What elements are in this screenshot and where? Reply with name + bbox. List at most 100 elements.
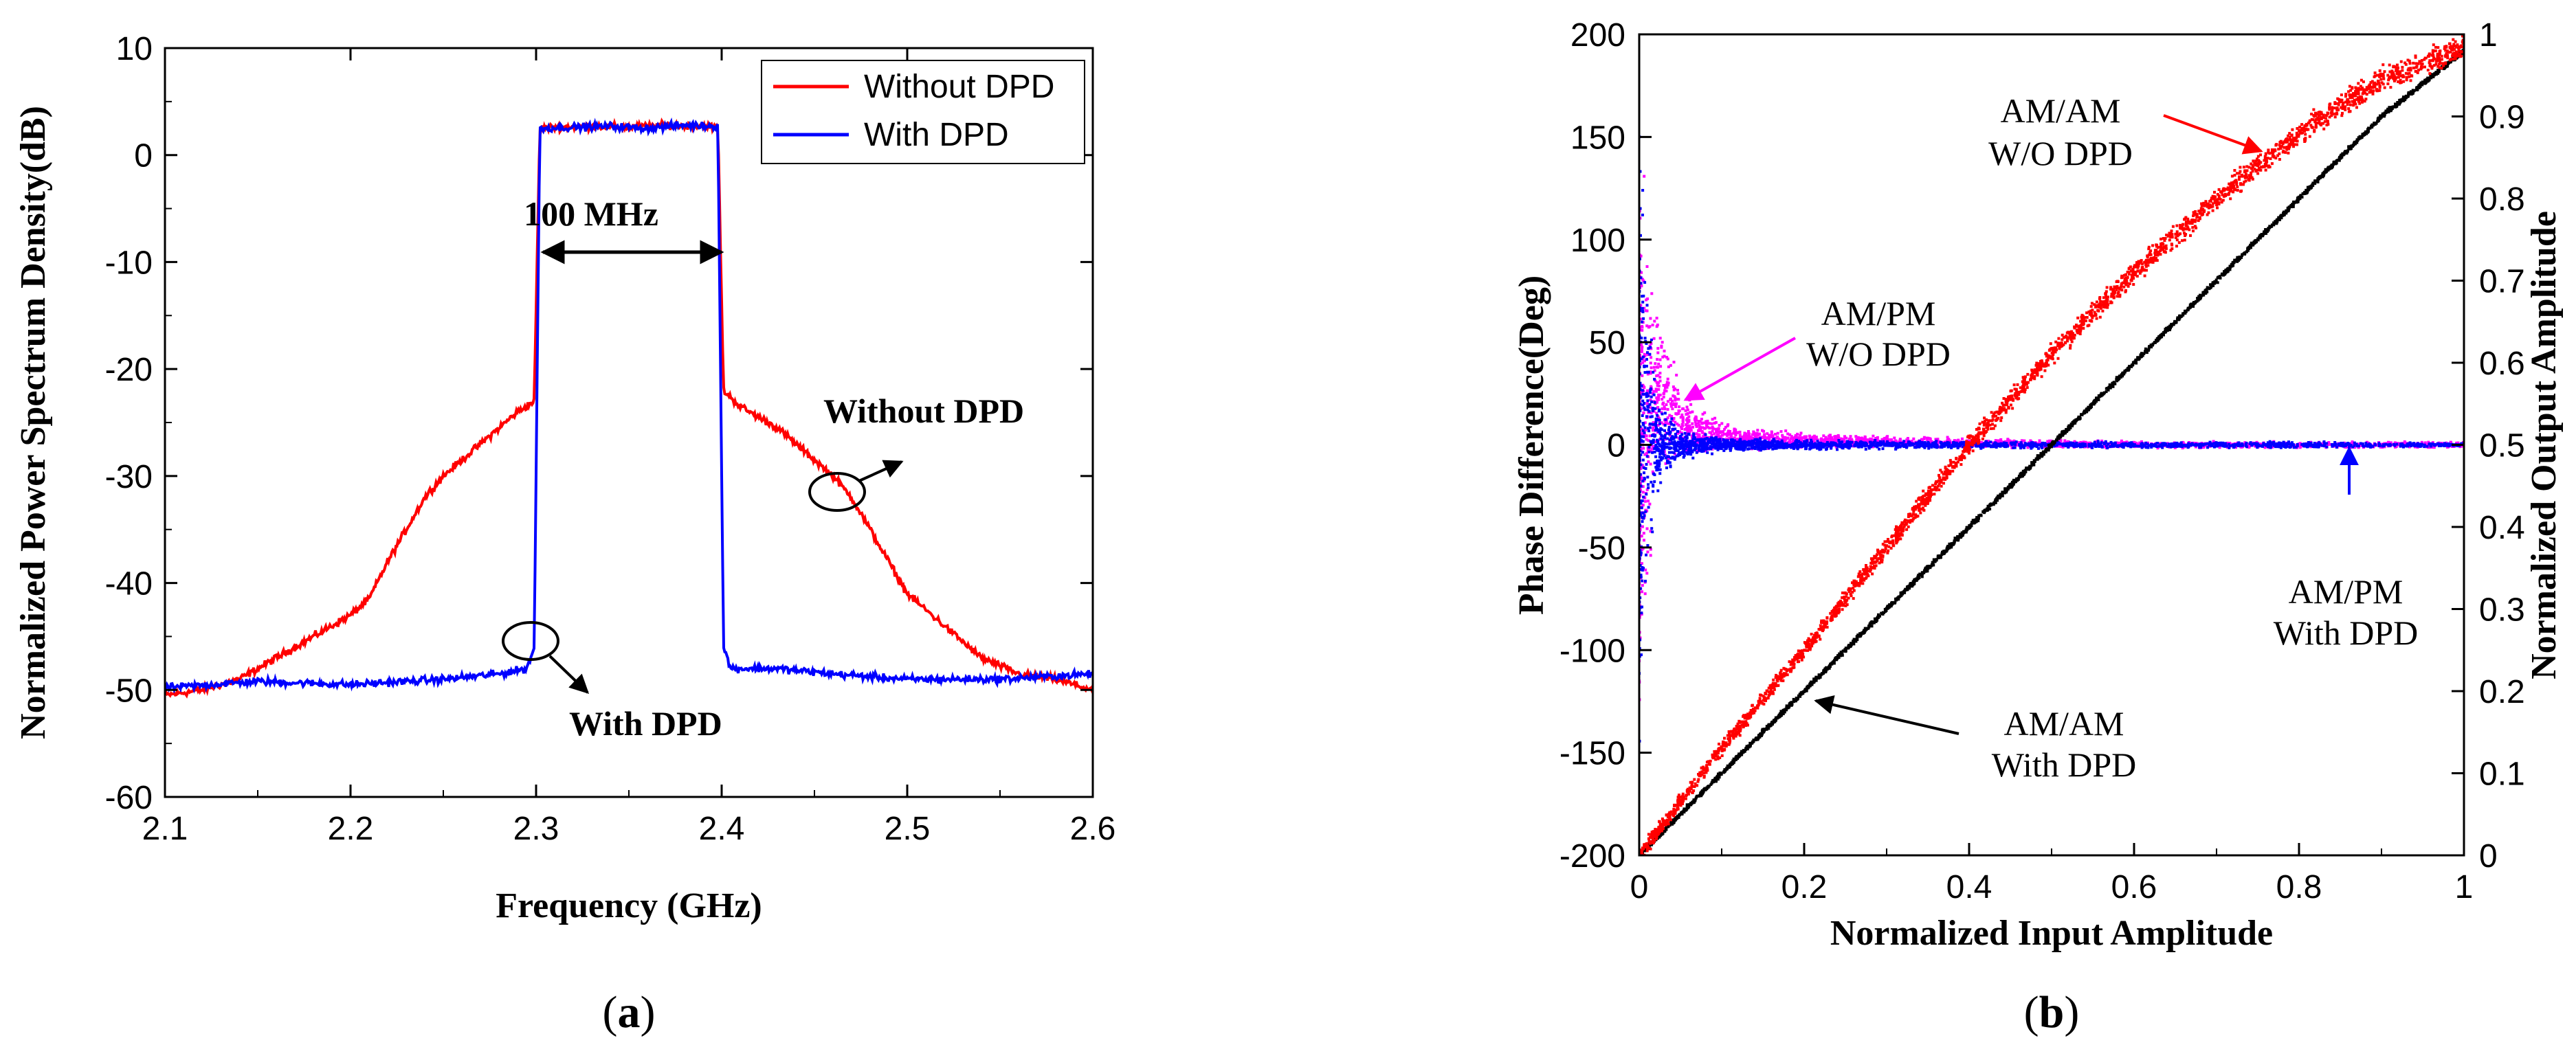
scatter-point bbox=[1645, 395, 1648, 398]
scatter-point bbox=[1669, 465, 1672, 469]
scatter-point bbox=[1800, 440, 1803, 443]
scatter-point bbox=[1817, 444, 1820, 447]
scatter-point bbox=[2415, 443, 2419, 447]
scatter-point bbox=[2364, 442, 2368, 445]
scatter-point bbox=[1795, 438, 1798, 442]
scatter-point bbox=[1658, 375, 1662, 379]
scatter-point bbox=[2423, 443, 2426, 447]
scatter-point bbox=[2419, 444, 2422, 448]
scatter-point bbox=[2236, 444, 2240, 447]
scatter-point bbox=[1656, 463, 1659, 466]
scatter-point bbox=[1667, 422, 1670, 425]
scatter-point bbox=[1878, 444, 1882, 447]
scatter-point bbox=[1812, 434, 1816, 438]
scatter-point bbox=[2400, 442, 2403, 446]
scatter-point bbox=[1983, 442, 1986, 446]
scatter-point bbox=[1645, 438, 1648, 441]
scatter-point bbox=[1656, 414, 1659, 417]
scatter-point bbox=[2029, 439, 2032, 442]
scatter-point bbox=[2004, 445, 2008, 449]
scatter-point bbox=[2357, 444, 2360, 448]
scatter-point bbox=[2044, 446, 2047, 449]
scatter-point bbox=[1961, 437, 1964, 440]
scatter-point bbox=[1700, 418, 1703, 421]
scatter-point bbox=[1757, 447, 1760, 451]
scatter-point bbox=[2082, 444, 2085, 447]
scatter-point bbox=[1643, 406, 1646, 409]
scatter-point bbox=[1791, 436, 1795, 440]
scatter-point bbox=[1824, 443, 1828, 447]
scatter-point bbox=[1723, 427, 1726, 431]
scatter-point bbox=[1812, 438, 1815, 442]
scatter-point bbox=[1763, 439, 1766, 442]
scatter-point bbox=[1904, 443, 1907, 447]
scatter-point bbox=[2232, 443, 2235, 447]
scatter-point bbox=[1959, 443, 1962, 446]
scatter-point bbox=[1655, 317, 1658, 319]
scatter-point bbox=[1761, 429, 1764, 432]
scatter-point bbox=[2373, 442, 2377, 446]
scatter-point bbox=[1649, 398, 1652, 402]
scatter-point bbox=[1719, 430, 1722, 434]
scatter-point bbox=[1645, 434, 1648, 438]
scatter-point bbox=[1650, 527, 1654, 530]
scatter-point bbox=[1854, 440, 1858, 444]
scatter-point bbox=[1926, 438, 1929, 441]
scatter-point bbox=[1642, 422, 1645, 425]
scatter-point bbox=[1639, 409, 1642, 412]
scatter-point bbox=[1668, 431, 1672, 434]
scatter-point bbox=[1665, 442, 1669, 446]
scatter-point bbox=[1839, 437, 1843, 440]
scatter-point bbox=[1647, 843, 1651, 846]
legend-box bbox=[761, 60, 1085, 164]
scatter-point bbox=[1676, 431, 1679, 435]
x-tick-label: 2.1 bbox=[142, 811, 188, 847]
scatter-point bbox=[1640, 499, 1643, 502]
scatter-point bbox=[2234, 443, 2237, 447]
scatter-point bbox=[2020, 444, 2023, 448]
scatter-point bbox=[1679, 425, 1683, 429]
scatter-point bbox=[2282, 444, 2285, 447]
scatter-point bbox=[2274, 445, 2277, 449]
scatter-point bbox=[1682, 444, 1685, 448]
scatter-point bbox=[1654, 455, 1658, 458]
scatter-point bbox=[1665, 456, 1668, 460]
scatter-point bbox=[1885, 436, 1889, 439]
scatter-point bbox=[2436, 442, 2439, 445]
scatter-point bbox=[1713, 421, 1716, 425]
scatter-point bbox=[1643, 431, 1646, 435]
scatter-point bbox=[2212, 440, 2215, 443]
scatter-point bbox=[1820, 437, 1823, 440]
scatter-point bbox=[1656, 449, 1659, 452]
scatter-point bbox=[1666, 455, 1669, 458]
scatter-point bbox=[2128, 444, 2131, 447]
scatter-point bbox=[2267, 445, 2269, 449]
scatter-point bbox=[2077, 444, 2080, 447]
scatter-point bbox=[1650, 366, 1653, 370]
scatter-point bbox=[1872, 434, 1875, 438]
scatter-point bbox=[1769, 444, 1773, 448]
scatter-point bbox=[1909, 442, 1912, 446]
scatter-point bbox=[1847, 438, 1851, 442]
scatter-point bbox=[1727, 437, 1731, 440]
scatter-point bbox=[1649, 548, 1652, 551]
scatter-point bbox=[2461, 441, 2464, 444]
scatter-point bbox=[1979, 445, 1982, 449]
scatter-point bbox=[1726, 431, 1729, 435]
scatter-point bbox=[1827, 437, 1830, 440]
scatter-point bbox=[1675, 398, 1678, 401]
scatter-point bbox=[2120, 441, 2123, 444]
scatter-point bbox=[1786, 436, 1790, 440]
scatter-point bbox=[1656, 351, 1660, 354]
scatter-point bbox=[1656, 365, 1659, 369]
panel-a-x-axis-title: Frequency (GHz) bbox=[496, 886, 762, 925]
scatter-point bbox=[1944, 442, 1947, 445]
scatter-point bbox=[1641, 389, 1644, 392]
scatter-point bbox=[1889, 442, 1892, 445]
scatter-point bbox=[1743, 437, 1746, 440]
scatter-point bbox=[1661, 448, 1664, 451]
scatter-point bbox=[1645, 415, 1648, 418]
scatter-point bbox=[1729, 446, 1733, 449]
scatter-point bbox=[1641, 374, 1644, 377]
scatter-point bbox=[1876, 443, 1880, 447]
